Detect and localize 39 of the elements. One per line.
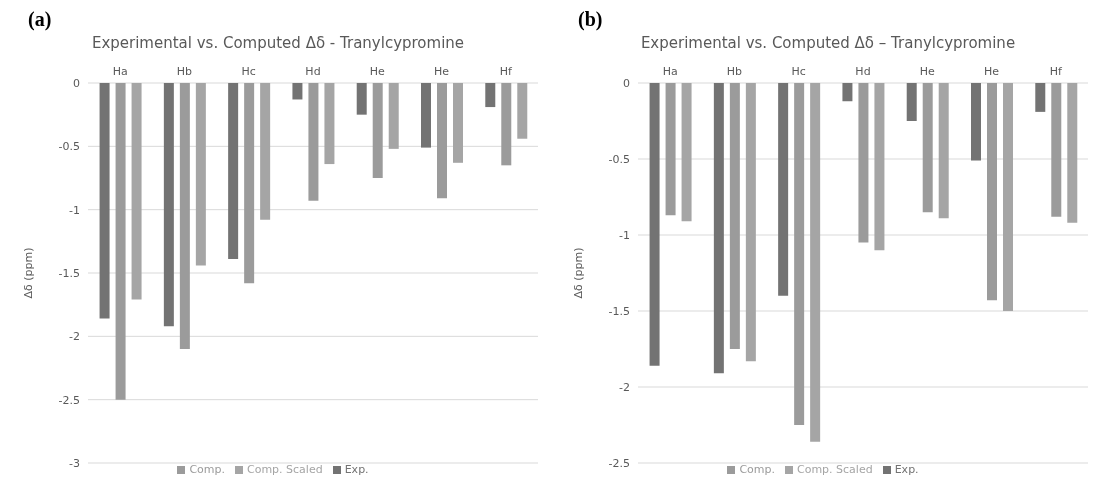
x-tick-label: He — [434, 65, 450, 78]
x-tick-label: He — [984, 65, 1000, 78]
legend-label: Comp. Scaled — [246, 463, 323, 476]
y-tick-label: 0 — [73, 76, 80, 90]
chart-title: Experimental vs. Computed Δδ - Tranylcypromine — [90, 34, 466, 54]
y-tick-label: -1.5 — [608, 304, 630, 318]
y-tick-label: -0.5 — [608, 152, 630, 166]
y-tick-label: -1 — [69, 203, 80, 217]
y-tick-label: -3 — [69, 456, 80, 470]
legend-label: Exp. — [344, 463, 369, 476]
text: (a) — [27, 8, 53, 33]
x-tick-label: Hd — [855, 65, 871, 78]
y-tick-label: -2.5 — [608, 456, 630, 470]
y-tick-label: 0 — [623, 76, 630, 90]
legend-label: Comp. — [189, 463, 225, 476]
x-tick-label: He — [919, 65, 936, 78]
y-axis-title: Δδ (ppm) — [571, 247, 585, 299]
x-tick-label: Ha — [662, 65, 678, 78]
x-tick-label: Hc — [241, 65, 256, 78]
x-tick-label: Hf — [1049, 65, 1064, 78]
x-tick-label: Hc — [791, 65, 806, 78]
legend-label: Comp. Scaled — [796, 463, 873, 476]
legend-label: Exp. — [894, 463, 919, 476]
x-tick-label: Hf — [499, 65, 514, 78]
x-tick-label: Hb — [176, 65, 193, 78]
legend-label: Comp. — [739, 463, 775, 476]
y-tick-label: -2 — [69, 330, 80, 344]
x-tick-label: Ha — [112, 65, 128, 78]
y-tick-label: -1 — [619, 228, 630, 242]
x-tick-label: He — [369, 65, 386, 78]
chart-title: Experimental vs. Computed Δδ – Tranylcypromine — [639, 34, 1017, 54]
y-tick-label: -0.5 — [58, 140, 80, 154]
x-tick-label: Hd — [305, 65, 321, 78]
y-axis-title: Δδ (ppm) — [21, 247, 35, 299]
y-tick-label: -1.5 — [58, 266, 80, 280]
x-tick-label: Hb — [726, 65, 743, 78]
text: (b) — [577, 8, 604, 33]
y-tick-label: -2 — [619, 380, 630, 394]
y-tick-label: -2.5 — [58, 393, 80, 407]
